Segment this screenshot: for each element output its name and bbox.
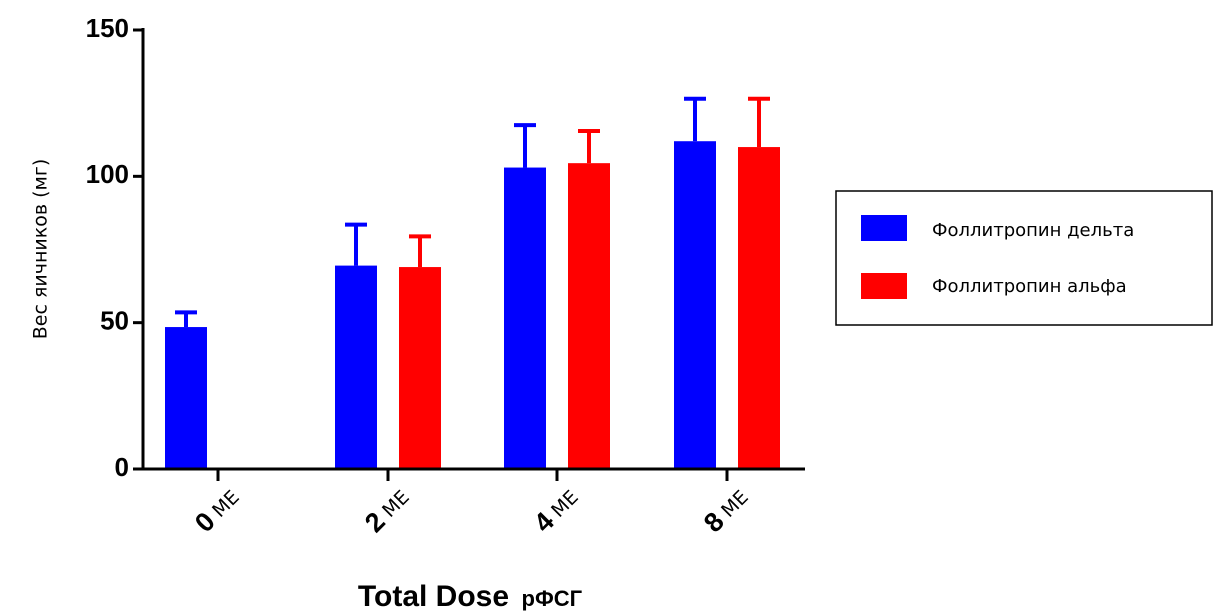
x-tick-label-4: 4МЕ [528,482,584,538]
legend: Фоллитропин дельта Фоллитропин альфа [835,190,1213,326]
legend-swatch-alfa [861,273,907,299]
y-axis-label: Вес яичников (мг) [30,159,52,339]
x-axis-label: Total Dose рФСГ [358,580,583,613]
legend-swatch-delta [861,215,907,241]
legend-label-delta: Фоллитропин дельта [932,220,1134,241]
bar-delta-0 [165,327,207,469]
x-tick-label-unit: МЕ [208,486,244,522]
bar-alfa-2 [399,267,441,469]
x-axis-label-main: Total Dose [358,580,509,613]
x-ticks: 0МЕ 2МЕ 4МЕ 8МЕ [189,469,754,538]
axes-layer [141,28,805,471]
y-tick-label-50: 50 [100,306,129,336]
y-ticks: 0 50 100 150 [86,13,143,482]
y-tick-label-150: 150 [86,13,129,43]
x-tick-label-unit: МЕ [547,486,583,522]
x-axis-label-unit: рФСГ [522,586,583,611]
x-tick-label-0: 0МЕ [189,482,245,538]
bar-delta-8 [674,141,716,470]
x-tick-label-unit: МЕ [717,486,753,522]
legend-label-alfa: Фоллитропин альфа [932,276,1127,297]
x-tick-label-unit: МЕ [378,486,414,522]
x-tick-label-2: 2МЕ [359,482,415,538]
bar-delta-2 [335,265,377,469]
y-tick-label-0: 0 [115,452,129,482]
bars-layer [165,141,780,470]
bar-alfa-8 [738,147,780,470]
bar-delta-4 [504,167,546,469]
x-tick-label-8: 8МЕ [698,482,754,538]
error-bars-layer [175,96,770,328]
legend-box [835,190,1213,326]
bar-alfa-4 [568,163,610,469]
y-tick-label-100: 100 [86,159,129,189]
